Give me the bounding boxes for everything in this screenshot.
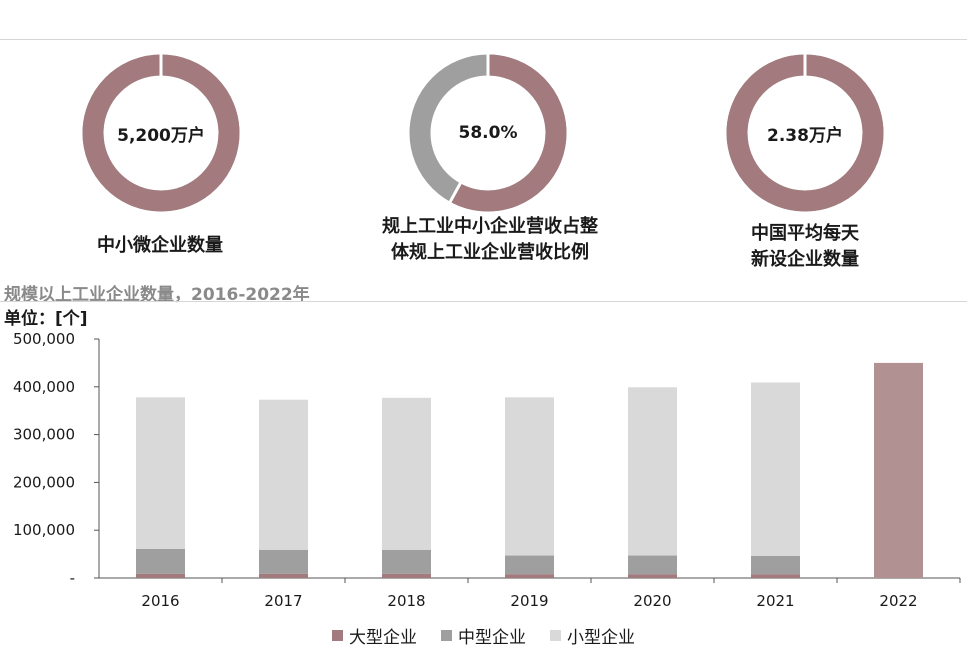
kpi-caption: 中国平均每天 新设企业数量	[690, 221, 920, 273]
x-tick-label: 2022	[879, 592, 917, 610]
bar-segment-medium	[751, 556, 800, 575]
legend-item-small: 小型企业	[550, 623, 635, 648]
donut-ring-icon	[409, 53, 567, 212]
bar-segment-small	[751, 382, 800, 557]
bar-segment-large	[259, 573, 308, 578]
kpi-caption-line: 中小微企业数量	[97, 235, 223, 256]
chart-legend: 大型企业 中型企业 小型企业	[0, 623, 967, 648]
donut-gap	[448, 181, 463, 204]
kpi-donut-revenue-share: 58.0%	[403, 48, 573, 218]
legend-swatch-icon	[441, 630, 452, 641]
unit-label: 单位：[个]	[4, 309, 88, 329]
legend-swatch-icon	[332, 630, 343, 641]
legend-label: 小型企业	[567, 628, 635, 648]
chart-divider	[0, 301, 967, 302]
kpi-caption-line: 新设企业数量	[751, 249, 859, 270]
y-tick-label: 300,000	[13, 426, 75, 444]
bar-segment-small	[505, 397, 554, 556]
bar-segment-medium	[382, 549, 431, 574]
legend-item-medium: 中型企业	[441, 623, 526, 648]
legend-item-large: 大型企业	[332, 623, 417, 648]
bar-segment-small	[136, 397, 185, 549]
bar-segment-medium	[505, 555, 554, 575]
kpi-donut-sme-count: 5,200万户	[76, 48, 246, 218]
kpi-caption: 中小微企业数量	[40, 233, 280, 259]
top-divider	[0, 39, 967, 40]
x-tick-label: 2018	[387, 592, 425, 610]
legend-label: 中型企业	[458, 628, 526, 648]
x-tick-label: 2020	[633, 592, 671, 610]
kpi-value: 2.38万户	[767, 125, 843, 146]
y-tick-label: 200,000	[13, 473, 75, 491]
y-tick-label: -	[70, 569, 75, 587]
kpi-donut-new-firms: 2.38万户	[720, 48, 890, 218]
bar-segment-medium	[259, 549, 308, 574]
bar-segment-large	[751, 574, 800, 578]
donut-ring-icon	[82, 53, 240, 212]
donut-ring-icon	[726, 53, 884, 212]
bar-segment-large	[505, 574, 554, 578]
kpi-caption-line: 中国平均每天	[751, 223, 859, 244]
y-tick-label: 500,000	[13, 330, 75, 348]
legend-swatch-icon	[550, 630, 561, 641]
bar-segment-medium	[628, 555, 677, 575]
kpi-caption: 规上工业中小企业营收占整 体规上工业企业营收比例	[340, 214, 640, 266]
bar-segment-large	[382, 573, 431, 578]
legend-label: 大型企业	[349, 628, 417, 648]
bar-segment-large	[136, 573, 185, 578]
bar-segment-small	[259, 399, 308, 550]
kpi-value: 58.0%	[458, 123, 518, 143]
bar-segment-small	[382, 397, 431, 550]
bar-segment-small	[628, 387, 677, 556]
bar-segment-large	[874, 362, 923, 578]
x-tick-label: 2017	[264, 592, 302, 610]
stacked-bar-chart: - 100,000 200,000 300,000 400,000 500,000 2016…	[13, 330, 961, 610]
bar-segment-medium	[136, 548, 185, 574]
kpi-value: 5,200万户	[117, 125, 205, 146]
y-tick-label: 400,000	[13, 378, 75, 396]
x-tick-label: 2021	[756, 592, 794, 610]
y-tick-label: 100,000	[13, 521, 75, 539]
chart-title: 规模以上工业企业数量，2016-2022年	[4, 285, 310, 305]
kpi-caption-line: 体规上工业企业营收比例	[391, 242, 589, 263]
x-tick-label: 2016	[141, 592, 179, 610]
kpi-caption-line: 规上工业中小企业营收占整	[382, 216, 598, 237]
bar-segment-large	[628, 574, 677, 578]
x-tick-label: 2019	[510, 592, 548, 610]
